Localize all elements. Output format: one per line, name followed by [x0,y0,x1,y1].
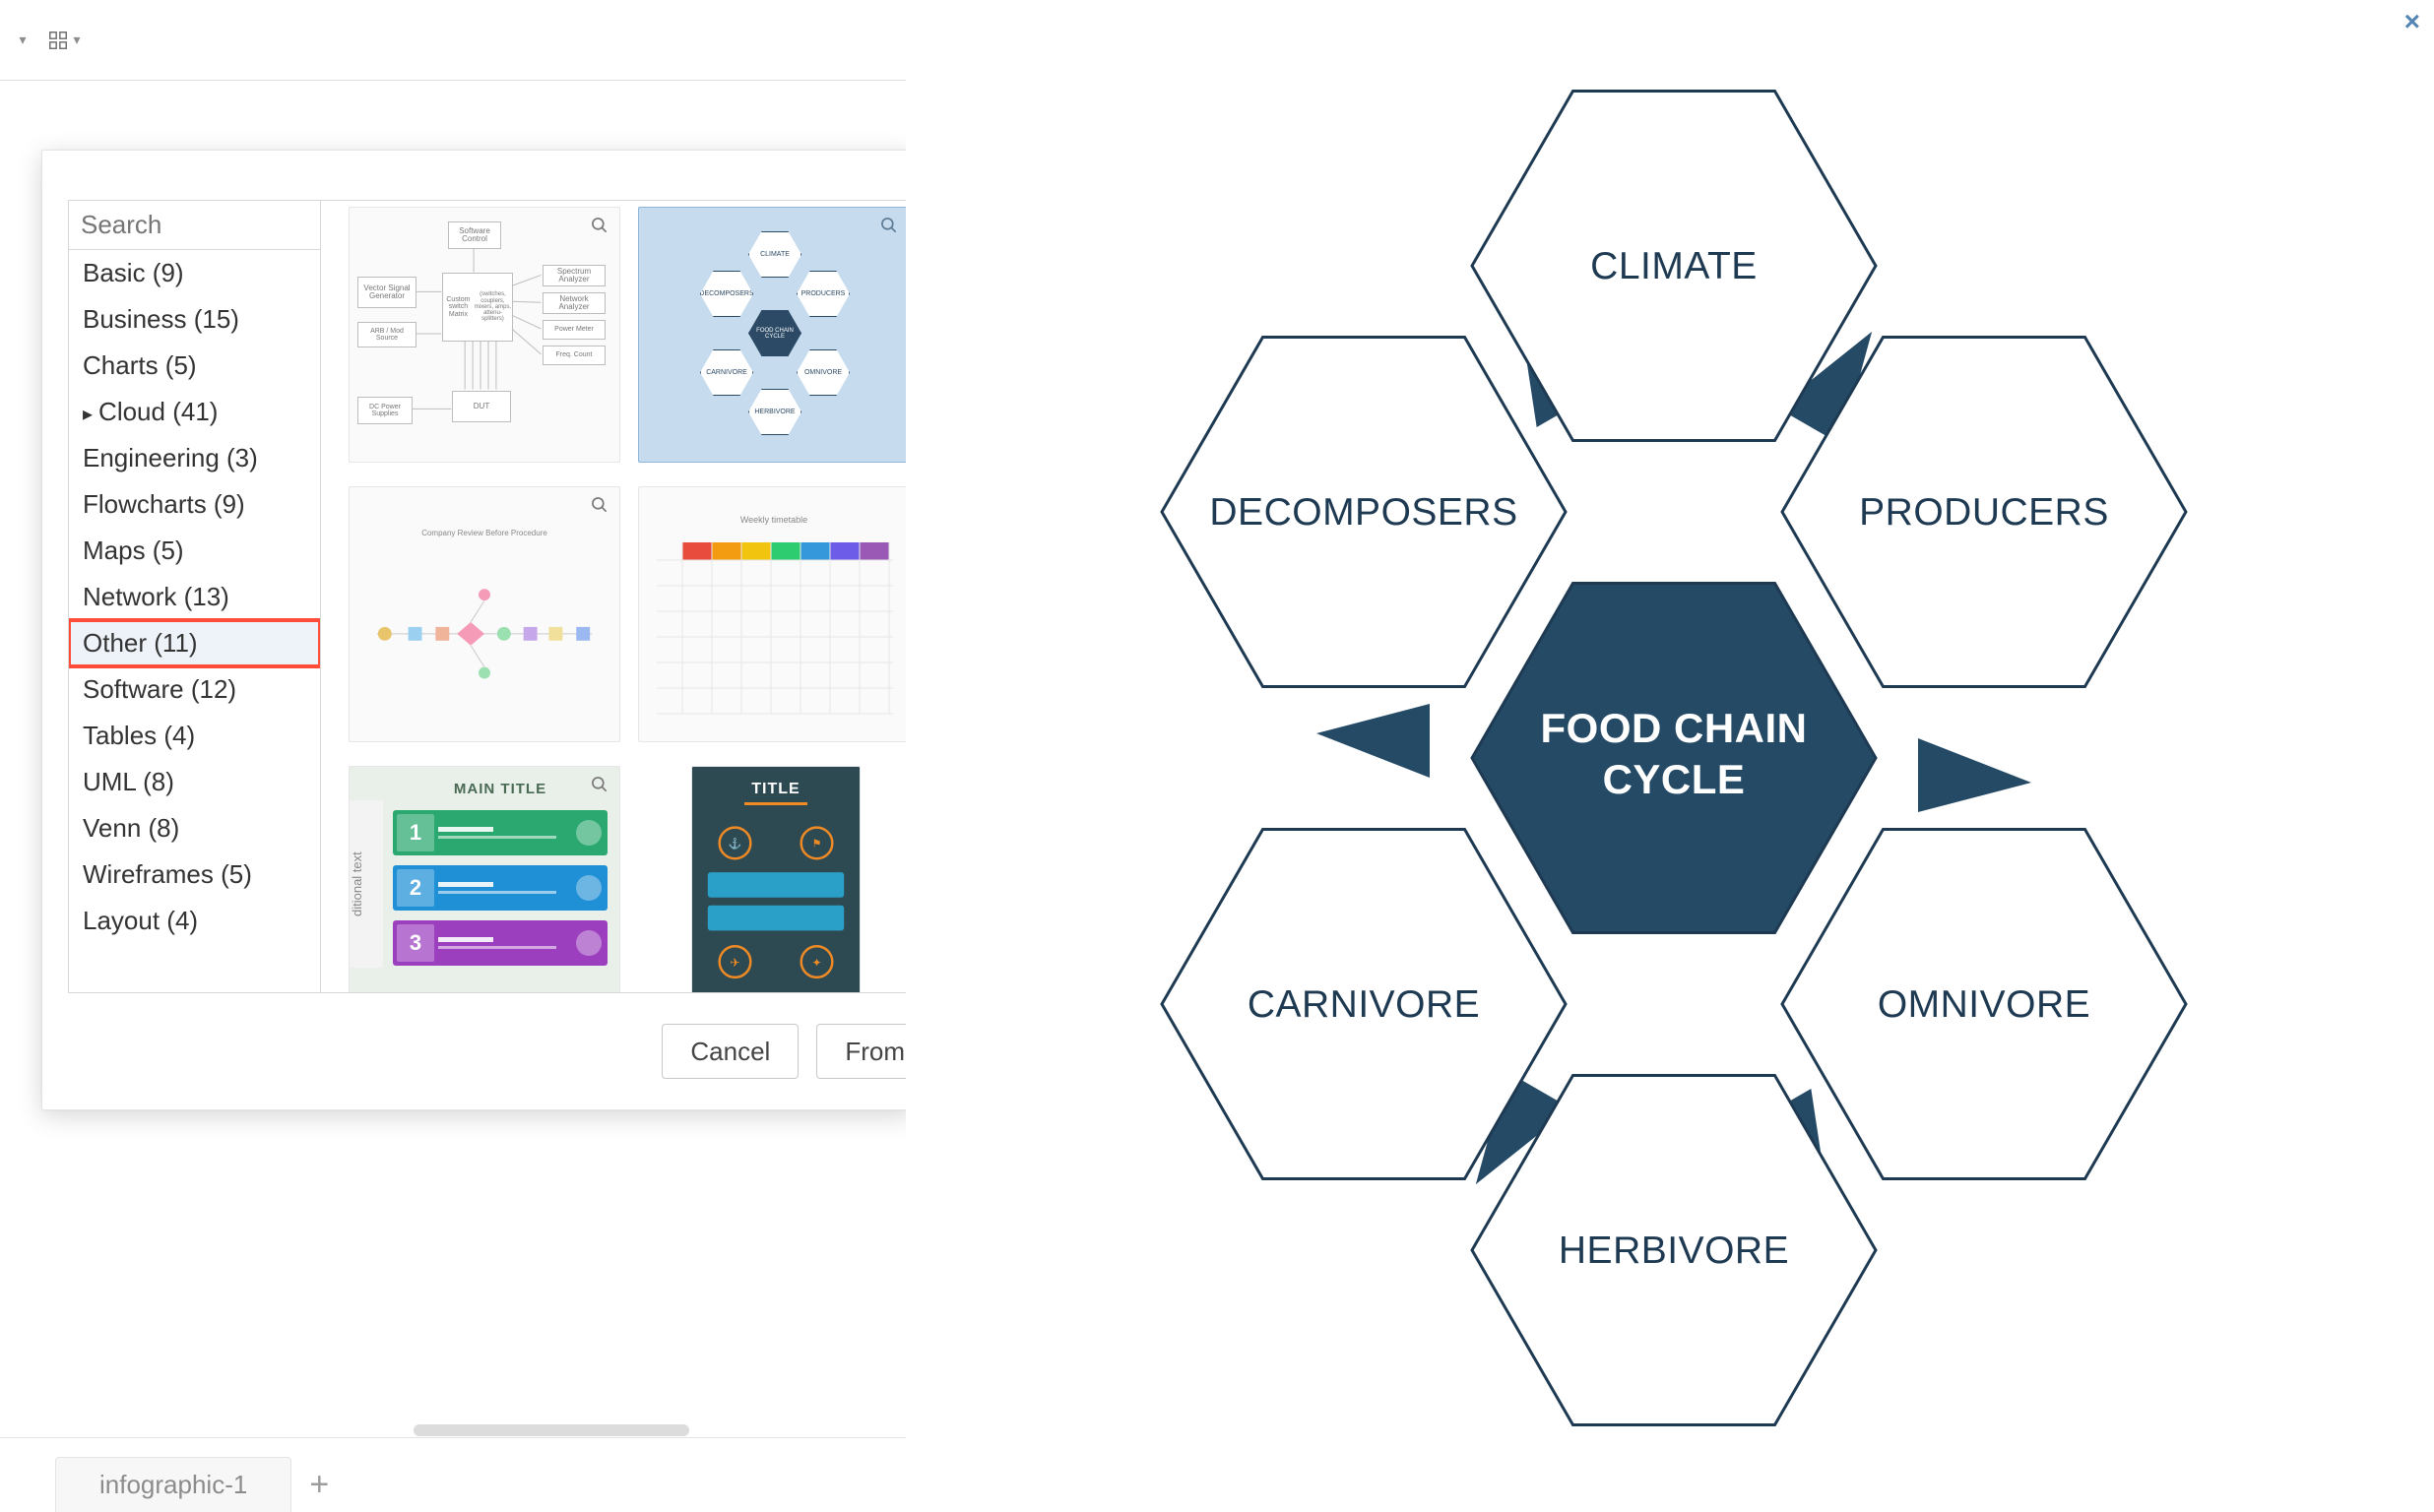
hex-label: CLIMATE [1590,245,1758,287]
category-item[interactable]: Flowcharts (9) [69,481,320,528]
mini-hex: HERBIVORE [748,389,801,435]
dialog-footer: Cancel From [662,993,913,1109]
thumb5-row: 2 [393,865,608,911]
thumb5-title: MAIN TITLE [393,781,608,797]
horizontal-scrollbar-thumb[interactable] [414,1424,689,1436]
template-thumb[interactable]: Weekly timetable [638,486,910,742]
center-label-2: CYCLE [1603,756,1746,802]
category-item[interactable]: Maps (5) [69,528,320,574]
template-preview: × FOOD CHAINCYCLECLIMATEPRODUCERSOMNIVOR… [906,0,2434,1512]
category-item[interactable]: Engineering (3) [69,435,320,481]
center-label-1: FOOD CHAIN [1541,705,1808,751]
svg-text:✈: ✈ [731,956,740,970]
category-item[interactable]: Layout (4) [69,898,320,944]
tabs-strip: infographic-1 + [0,1437,906,1512]
cycle-arrow [1316,704,1430,778]
chevron-down-icon: ▾ [19,32,26,48]
category-item[interactable]: Other (11) [69,620,320,666]
category-item[interactable]: Tables (4) [69,713,320,759]
mini-hex: CLIMATE [748,231,801,278]
mini-hex: CARNIVORE [700,349,753,396]
category-item[interactable]: Network (13) [69,574,320,620]
svg-text:⚑: ⚑ [812,838,822,850]
mini-hex: DECOMPOSERS [700,271,753,317]
cycle-arrow [1918,738,2031,812]
mini-hex: PRODUCERS [797,271,850,317]
category-item[interactable]: Charts (5) [69,343,320,389]
toolbar-grid-dropdown[interactable]: ▾ [45,20,83,61]
hex-label: HERBIVORE [1559,1229,1789,1272]
from-button[interactable]: From [816,1024,913,1079]
template-dialog: Basic (9)Business (15)Charts (5)Cloud (4… [41,150,914,1110]
template-thumb[interactable]: ditional text MAIN TITLE 1 2 3 [349,766,620,992]
category-item[interactable]: Basic (9) [69,250,320,296]
category-item[interactable]: Cloud (41) [69,389,320,435]
mini-hex: OMNIVORE [797,349,850,396]
category-item[interactable]: Software (12) [69,666,320,713]
template-thumb[interactable]: SoftwareControl Vector SignalGenerator C… [349,207,620,463]
category-item[interactable]: Wireframes (5) [69,851,320,898]
hex-label: PRODUCERS [1859,491,2109,534]
toolbar: ▾ ▾ [0,0,906,81]
cancel-button[interactable]: Cancel [662,1024,799,1079]
category-item[interactable]: Business (15) [69,296,320,343]
sheet-tab[interactable]: infographic-1 [55,1457,291,1512]
hex-label: CARNIVORE [1248,983,1480,1026]
add-sheet-button[interactable]: + [291,1457,347,1512]
thumb5-sidetext: ditional text [350,800,383,968]
hex-diagram: FOOD CHAIN CYCLE CLIMATE PRODUCERS OMNIVORE H… [906,0,2434,1512]
chevron-down-icon: ▾ [73,32,80,48]
thumb5-row: 3 [393,920,608,966]
template-thumb[interactable]: CLIMATE DECOMPOSERS PRODUCERS FOOD CHAIN… [638,207,910,463]
search-row [69,201,320,250]
svg-text:⚓: ⚓ [729,837,742,850]
template-thumb[interactable]: Company Review Before Procedure [349,486,620,742]
category-sidebar: Basic (9)Business (15)Charts (5)Cloud (4… [69,201,321,992]
template-grid: SoftwareControl Vector SignalGenerator C… [321,201,913,992]
mini-hex-center-l2: CYCLE [765,334,785,340]
mini-hex-center: FOOD CHAIN CYCLE [748,310,801,356]
svg-text:✦: ✦ [812,956,822,970]
hex-label: OMNIVORE [1878,983,2090,1026]
dialog-body: Basic (9)Business (15)Charts (5)Cloud (4… [68,200,913,993]
category-item[interactable]: Venn (8) [69,805,320,851]
category-item[interactable]: UML (8) [69,759,320,805]
hex-label: DECOMPOSERS [1209,491,1517,534]
template-thumb[interactable]: TITLE ⚓ ⚑ ✈ ✦ [691,766,861,992]
grid-icon [47,30,69,51]
toolbar-dropdown-1[interactable]: ▾ [2,20,39,61]
category-list: Basic (9)Business (15)Charts (5)Cloud (4… [69,250,320,992]
thumb5-row: 1 [393,810,608,855]
